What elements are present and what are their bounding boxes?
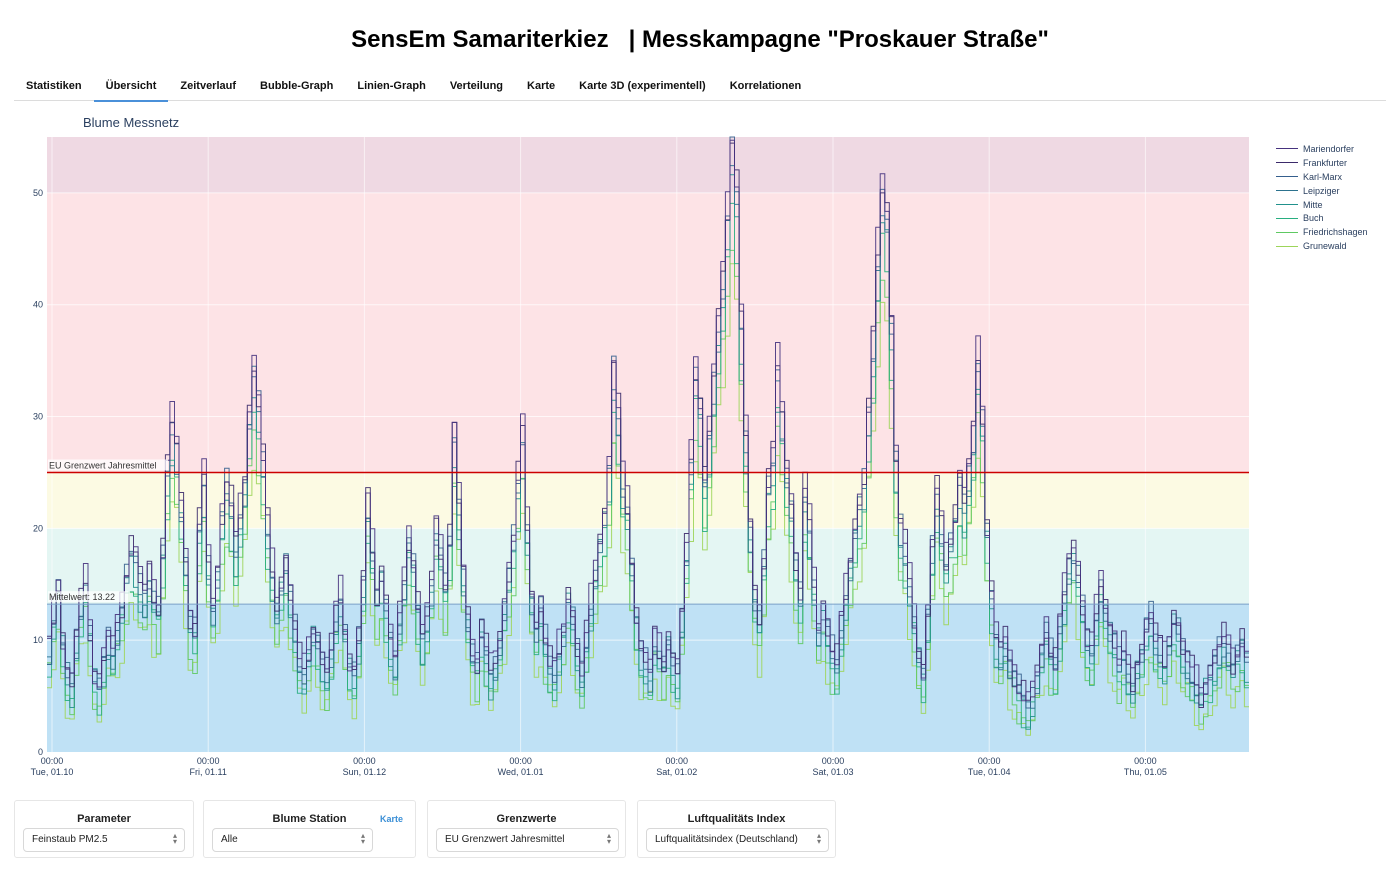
tab-statistiken[interactable]: Statistiken xyxy=(26,80,82,92)
legend-swatch xyxy=(1276,217,1298,219)
legend-swatch xyxy=(1276,245,1298,247)
chart-title: Blume Messnetz xyxy=(83,115,180,130)
tab-zeitverlauf[interactable]: Zeitverlauf xyxy=(180,80,237,92)
x-tick-date: Wed, 01.01 xyxy=(498,767,544,777)
chevron-updown-icon: ▴ ▾ xyxy=(172,831,177,846)
mean-label: Mittelwert: 13.22 xyxy=(49,592,115,602)
tab-bubble-graph[interactable]: Bubble-Graph xyxy=(260,80,334,92)
legend-item[interactable]: Friedrichshagen xyxy=(1276,225,1368,239)
legend-item[interactable]: Buch xyxy=(1276,211,1368,225)
x-tick-time: 00:00 xyxy=(41,756,64,766)
parameter-label: Parameter xyxy=(77,813,131,825)
legend-item[interactable]: Leipziger xyxy=(1276,184,1368,198)
aqi-panel: Luftqualitäts Index Luftqualitätsindex (… xyxy=(637,800,836,858)
background-band xyxy=(47,192,1249,473)
legend-item[interactable]: Karl-Marx xyxy=(1276,170,1368,184)
legend-label: Buch xyxy=(1303,213,1324,224)
tab-karte[interactable]: Karte xyxy=(527,80,556,92)
legend-swatch xyxy=(1276,190,1298,192)
y-tick-label: 40 xyxy=(33,300,43,310)
legend-item[interactable]: Mariendorfer xyxy=(1276,142,1368,156)
x-tick-time: 00:00 xyxy=(666,756,689,766)
tab-karte-3d[interactable]: Karte 3D (experimentell) xyxy=(579,80,706,92)
chevron-updown-icon: ▴ ▾ xyxy=(606,831,611,846)
x-tick-time: 00:00 xyxy=(1134,756,1157,766)
page-title: SensEm Samariterkiez | Messkampagne "Pro… xyxy=(351,26,1049,53)
station-value: Alle xyxy=(221,834,238,845)
background-band xyxy=(47,528,1249,605)
y-tick-label: 0 xyxy=(38,747,43,757)
x-tick-date: Fri, 01.11 xyxy=(190,767,227,777)
aqi-label: Luftqualitäts Index xyxy=(687,813,786,825)
x-tick-date: Tue, 01.04 xyxy=(968,767,1011,777)
legend-label: Mitte xyxy=(1303,199,1323,210)
y-tick-label: 50 xyxy=(33,188,43,198)
limits-select[interactable]: EU Grenzwert Jahresmittel ▴ ▾ xyxy=(436,828,619,852)
legend-label: Frankfurter xyxy=(1303,157,1348,168)
chart-legend[interactable]: Mariendorfer Frankfurter Karl-Marx Leipz… xyxy=(1276,142,1368,253)
parameter-select[interactable]: Feinstaub PM2.5 ▴ ▾ xyxy=(23,828,185,852)
legend-label: Friedrichshagen xyxy=(1303,227,1368,238)
legend-label: Grunewald xyxy=(1303,241,1347,252)
x-tick-date: Thu, 01.05 xyxy=(1124,767,1167,777)
x-tick-date: Sat, 01.03 xyxy=(812,767,853,777)
legend-item[interactable]: Mitte xyxy=(1276,198,1368,212)
station-label: Blume Station xyxy=(272,813,347,825)
x-tick-time: 00:00 xyxy=(822,756,845,766)
legend-item[interactable]: Grunewald xyxy=(1276,239,1368,253)
station-panel: Blume Station Karte Alle ▴ ▾ xyxy=(203,800,416,858)
legend-swatch xyxy=(1276,176,1298,178)
legend-label: Mariendorfer xyxy=(1303,143,1355,154)
limit-label-bg xyxy=(48,459,168,471)
chevron-updown-icon: ▴ ▾ xyxy=(816,831,821,846)
legend-swatch xyxy=(1276,231,1298,233)
x-tick-date: Sun, 01.12 xyxy=(343,767,387,777)
aqi-value: Luftqualitätsindex (Deutschland) xyxy=(655,834,798,845)
legend-label: Karl-Marx xyxy=(1303,171,1343,182)
parameter-value: Feinstaub PM2.5 xyxy=(32,834,108,845)
chevron-updown-icon: ▴ ▾ xyxy=(360,831,365,846)
tab-bar: Statistiken Übersicht Zeitverlauf Bubble… xyxy=(14,74,1386,102)
series-line-mariendorfer[interactable] xyxy=(47,139,1249,702)
legend-item[interactable]: Frankfurter xyxy=(1276,156,1368,170)
limits-value: EU Grenzwert Jahresmittel xyxy=(445,834,565,845)
x-tick-time: 00:00 xyxy=(978,756,1001,766)
x-tick-time: 00:00 xyxy=(197,756,220,766)
x-tick-time: 00:00 xyxy=(353,756,376,766)
legend-label: Leipziger xyxy=(1303,185,1340,196)
legend-swatch xyxy=(1276,148,1298,150)
limit-label: EU Grenzwert Jahresmittel xyxy=(49,460,157,470)
tab-verteilung[interactable]: Verteilung xyxy=(449,80,504,92)
station-select[interactable]: Alle ▴ ▾ xyxy=(212,828,373,852)
limits-panel: Grenzwerte EU Grenzwert Jahresmittel ▴ ▾ xyxy=(427,800,626,858)
tab-linien-graph[interactable]: Linien-Graph xyxy=(357,80,426,92)
legend-swatch xyxy=(1276,204,1298,205)
legend-swatch xyxy=(1276,162,1298,164)
pm25-line-chart[interactable]: Mittelwert: 13.22 EU Grenzwert Jahresmitt… xyxy=(0,130,1270,790)
tab-uebersicht[interactable]: Übersicht xyxy=(93,74,169,102)
x-tick-time: 00:00 xyxy=(509,756,532,766)
aqi-select[interactable]: Luftqualitätsindex (Deutschland) ▴ ▾ xyxy=(646,828,829,852)
parameter-panel: Parameter Feinstaub PM2.5 ▴ ▾ xyxy=(14,800,194,858)
tab-korrelationen[interactable]: Korrelationen xyxy=(729,80,802,92)
y-tick-label: 30 xyxy=(33,412,43,422)
y-tick-label: 10 xyxy=(33,635,43,645)
x-tick-date: Tue, 01.10 xyxy=(31,767,74,777)
limits-label: Grenzwerte xyxy=(496,813,557,825)
station-map-link[interactable]: Karte xyxy=(379,814,403,824)
x-tick-date: Sat, 01.02 xyxy=(656,767,697,777)
y-tick-label: 20 xyxy=(33,523,43,533)
mean-label-bg xyxy=(48,591,130,603)
background-band xyxy=(47,137,1249,193)
